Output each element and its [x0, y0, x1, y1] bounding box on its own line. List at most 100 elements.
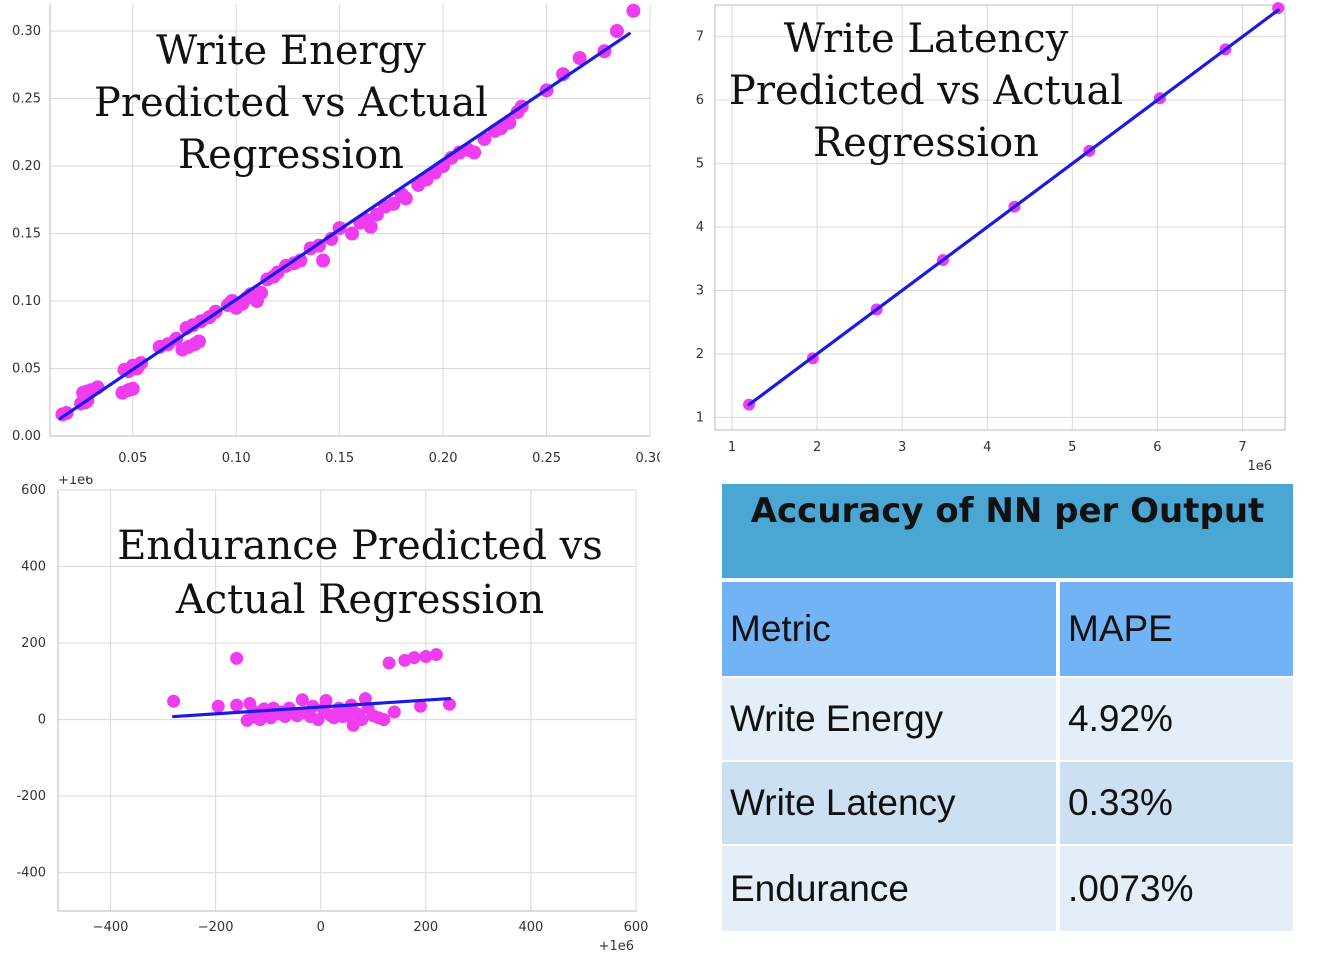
table-cell-mape: 4.92% — [1060, 678, 1293, 760]
y-tick-label: 0.00 — [12, 429, 41, 444]
data-point — [398, 191, 413, 206]
write-latency-x-ticks: 1 2 3 4 5 6 7 — [728, 440, 1247, 455]
endurance-y-ticks: -400 -200 0 200 400 600 — [16, 483, 46, 881]
data-point — [319, 694, 333, 707]
y-tick-label: 600 — [21, 483, 46, 498]
table-column-header-metric: Metric — [722, 582, 1058, 676]
y-tick-label: 7 — [696, 30, 704, 45]
y-tick-label: 0.15 — [12, 227, 41, 242]
data-point — [254, 285, 269, 300]
x-tick-label: 0.30 — [636, 451, 660, 466]
x-tick-label: 6 — [1153, 440, 1161, 455]
data-point — [626, 3, 641, 18]
data-point — [191, 334, 206, 349]
write-energy-gridlines — [50, 4, 651, 437]
endurance-regression-line — [172, 696, 452, 719]
y-tick-label: 2 — [696, 347, 704, 362]
chart-title-line: Predicted vs Actual — [729, 68, 1123, 114]
plot-border — [714, 4, 1286, 431]
regression-line — [172, 696, 452, 719]
chart-title-line: Write Latency — [784, 16, 1069, 62]
y-tick-label: 0.30 — [12, 24, 41, 39]
x-tick-label: 1 — [728, 440, 736, 455]
table-column-header-mape: MAPE — [1060, 582, 1293, 676]
y-tick-label: 5 — [696, 157, 704, 172]
chart-title-line: Endurance Predicted vs — [117, 523, 603, 569]
data-point — [377, 713, 391, 727]
write-energy-chart: 0.05 0.10 0.15 0.20 0.25 0.30 0.00 0.05 0.10 0.1… — [12, 3, 660, 466]
data-point — [502, 115, 517, 130]
y-tick-label: -200 — [16, 789, 46, 804]
endurance-plot-frame — [57, 490, 636, 912]
write-energy-title: Write Energy Predicted vs Actual Regressio… — [94, 28, 488, 178]
x-tick-label: 5 — [1068, 440, 1076, 455]
regression-line — [58, 32, 631, 421]
data-point — [414, 699, 428, 713]
data-point — [230, 651, 244, 665]
write-latency-title: Write Latency Predicted vs Actual Regressi… — [729, 16, 1123, 166]
data-point — [167, 694, 181, 708]
table-row: Write Energy 4.92% — [722, 678, 1293, 760]
table-cell-metric: Write Latency — [722, 762, 1058, 844]
x-tick-label: −400 — [93, 920, 129, 935]
data-point — [211, 699, 225, 713]
write-latency-offset-labels: 1e6 — [1247, 459, 1272, 474]
y-tick-label: 4 — [696, 220, 704, 235]
y-tick-label: 0.25 — [12, 92, 41, 107]
y-tick-label: 3 — [696, 283, 704, 298]
data-point — [340, 709, 354, 723]
write-energy-regression-line — [58, 32, 631, 421]
regression-line — [747, 8, 1280, 407]
data-point — [382, 656, 396, 670]
write-energy-x-ticks: 0.05 0.10 0.15 0.20 0.25 0.30 — [118, 451, 660, 466]
data-point — [386, 196, 401, 211]
chart-title-line: Actual Regression — [175, 577, 544, 623]
chart-title-line: Write Energy — [156, 28, 426, 74]
x-tick-label: 400 — [518, 920, 543, 935]
endurance-x-ticks: −400 −200 0 200 400 600 — [93, 920, 649, 935]
y-tick-label: 0.10 — [12, 294, 41, 309]
y-tick-label: 400 — [21, 560, 46, 575]
accuracy-table: Accuracy of NN per Output Metric MAPE Wr… — [722, 484, 1293, 931]
write-latency-plot-frame — [714, 4, 1286, 431]
x-tick-label: 0.10 — [222, 451, 251, 466]
axis-offset-label: 1e6 — [1247, 459, 1272, 474]
x-tick-label: 7 — [1238, 440, 1246, 455]
data-point — [295, 693, 309, 707]
y-tick-label: 0.20 — [12, 159, 41, 174]
data-point — [442, 697, 456, 711]
y-tick-label: 0 — [38, 713, 46, 728]
data-point — [345, 226, 360, 241]
axis-offset-label: +1e6 — [58, 476, 93, 488]
x-tick-label: 2 — [813, 440, 821, 455]
write-energy-y-ticks: 0.00 0.05 0.10 0.15 0.20 0.25 0.30 — [12, 24, 41, 444]
data-point — [316, 253, 331, 268]
x-tick-label: 0.15 — [325, 451, 354, 466]
data-point — [407, 651, 421, 665]
write-latency-regression-line — [747, 8, 1280, 407]
x-tick-label: 200 — [413, 920, 438, 935]
axis-offset-label: +1e6 — [599, 939, 634, 954]
x-tick-label: 0 — [317, 920, 325, 935]
table-row: Endurance .0073% — [722, 846, 1293, 931]
x-tick-label: 3 — [898, 440, 906, 455]
endurance-title: Endurance Predicted vs Actual Regression — [117, 523, 603, 623]
chart-title-line: Regression — [813, 120, 1039, 166]
endurance-chart: −400 −200 0 200 400 600 -400 -200 0 200 400 600 +1… — [16, 476, 649, 954]
data-point — [230, 698, 244, 712]
table-row: Write Latency 0.33% — [722, 762, 1293, 844]
data-point — [125, 381, 140, 396]
x-tick-label: 0.05 — [118, 451, 147, 466]
x-tick-label: 4 — [983, 440, 991, 455]
data-point — [609, 24, 624, 38]
data-point — [419, 649, 433, 663]
x-tick-label: −200 — [198, 920, 234, 935]
data-point — [467, 145, 482, 160]
table-cell-metric: Endurance — [722, 846, 1058, 931]
table-header-row: Metric MAPE — [722, 582, 1293, 676]
data-point — [363, 219, 378, 234]
chart-title-line: Predicted vs Actual — [94, 80, 488, 126]
y-tick-label: 0.05 — [12, 362, 41, 377]
table-cell-mape: 0.33% — [1060, 762, 1293, 844]
chart-title-line: Regression — [178, 132, 404, 178]
